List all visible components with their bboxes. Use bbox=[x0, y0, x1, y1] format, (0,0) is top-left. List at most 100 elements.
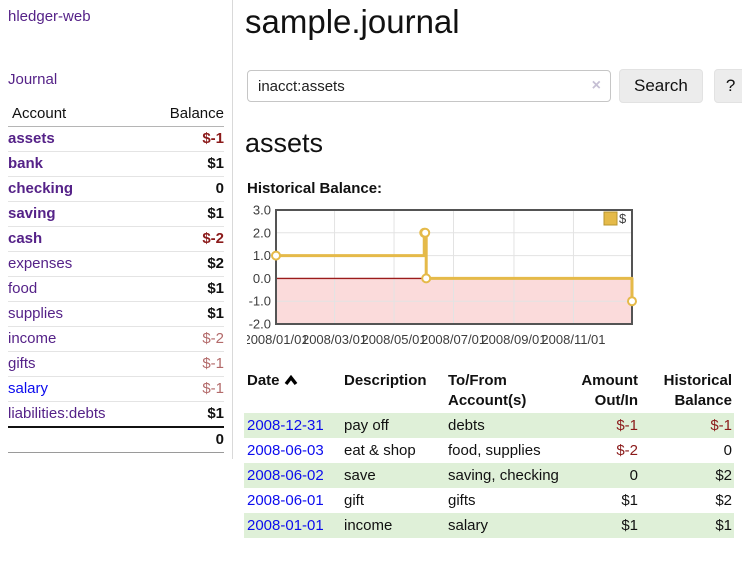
account-row: income $-2 bbox=[8, 326, 224, 352]
account-row: liabilities:debts $1 bbox=[8, 401, 224, 427]
account-row: bank $1 bbox=[8, 151, 224, 177]
balance-column-header: Historical Balance bbox=[663, 372, 732, 409]
svg-text:0.0: 0.0 bbox=[253, 271, 271, 286]
svg-text:$: $ bbox=[619, 211, 627, 226]
date-link[interactable]: 2008-06-03 bbox=[247, 442, 324, 459]
account-balance-table: Account Balance assets $-1 bank $1 check… bbox=[8, 102, 224, 453]
account-row: assets $-1 bbox=[8, 126, 224, 152]
date-link[interactable]: 2008-12-31 bbox=[247, 417, 324, 434]
account-link-income[interactable]: income bbox=[8, 330, 57, 347]
date-link[interactable]: 2008-06-01 bbox=[247, 492, 324, 509]
app-title-link[interactable]: hledger-web bbox=[8, 8, 91, 25]
account-link-salary[interactable]: salary bbox=[8, 380, 49, 397]
svg-text:2008/07/01: 2008/07/01 bbox=[421, 332, 486, 347]
account-balance: $-1 bbox=[143, 126, 224, 152]
search-form: × Search ? bbox=[247, 69, 742, 103]
description-cell: eat & shop bbox=[344, 442, 416, 459]
description-column-header: Description bbox=[344, 372, 427, 389]
accounts-column-header: To/From Account(s) bbox=[448, 372, 527, 409]
balance-cell: $2 bbox=[715, 467, 732, 484]
account-balance: $1 bbox=[143, 401, 224, 427]
account-balance: 0 bbox=[143, 176, 224, 202]
account-balance: $-1 bbox=[143, 376, 224, 402]
svg-text:2008/05/01: 2008/05/01 bbox=[361, 332, 426, 347]
sidebar-item-journal[interactable]: Journal bbox=[8, 71, 58, 88]
account-row: supplies $1 bbox=[8, 301, 224, 327]
account-balance: $1 bbox=[143, 301, 224, 327]
amount-cell: $1 bbox=[621, 517, 638, 534]
register-row: 2008-06-02 save saving, checking 0 $2 bbox=[244, 463, 734, 488]
account-link-saving[interactable]: saving bbox=[8, 205, 56, 222]
account-table-header: Account Balance bbox=[8, 102, 224, 127]
svg-text:2008/09/01: 2008/09/01 bbox=[481, 332, 546, 347]
historical-balance-chart: 3.0 2.0 1.0 0.0 -1.0 -2.02008/01/012008/03/01… bbox=[243, 203, 637, 347]
account-link-cash[interactable]: cash bbox=[8, 230, 43, 247]
account-link-checking[interactable]: checking bbox=[8, 180, 74, 197]
date-column-header[interactable]: Date bbox=[244, 369, 341, 413]
amount-cell: $-1 bbox=[616, 417, 638, 434]
accounts-cell: gifts bbox=[448, 492, 476, 509]
amount-cell: $1 bbox=[621, 492, 638, 509]
account-balance: $-2 bbox=[143, 326, 224, 352]
page-title: sample.journal bbox=[245, 3, 460, 40]
help-button[interactable]: ? bbox=[713, 69, 742, 103]
account-row: salary $-1 bbox=[8, 376, 224, 402]
register-row: 2008-12-31 pay off debts $-1 $-1 bbox=[244, 413, 734, 438]
balance-cell: $1 bbox=[715, 517, 732, 534]
account-link-gifts[interactable]: gifts bbox=[8, 355, 36, 372]
account-heading: assets bbox=[245, 128, 324, 158]
chart-container: 3.0 2.0 1.0 0.0 -1.0 -2.0 2008/01/01 2008/03/01… bbox=[243, 203, 741, 352]
account-row: checking 0 bbox=[8, 176, 224, 202]
balance-column-header: Balance bbox=[143, 102, 224, 127]
svg-text:-1.0: -1.0 bbox=[249, 294, 271, 309]
register-row: 2008-06-03 eat & shop food, supplies $-2… bbox=[244, 438, 734, 463]
sidebar: hledger-web Journal Account Balance asse… bbox=[0, 0, 233, 459]
svg-text:2.0: 2.0 bbox=[253, 225, 271, 240]
svg-text:2008/11/01: 2008/11/01 bbox=[541, 332, 605, 347]
account-link-assets[interactable]: assets bbox=[8, 130, 55, 147]
description-cell: save bbox=[344, 467, 376, 484]
sort-ascending-icon bbox=[284, 374, 297, 386]
accounts-cell: debts bbox=[448, 417, 485, 434]
account-row: saving $1 bbox=[8, 201, 224, 227]
account-row: gifts $-1 bbox=[8, 351, 224, 377]
account-balance: $-2 bbox=[143, 226, 224, 252]
amount-cell: 0 bbox=[629, 467, 638, 484]
search-button[interactable]: Search bbox=[619, 69, 703, 103]
amount-cell: $-2 bbox=[616, 442, 638, 459]
account-link-liabilities-debts[interactable]: liabilities:debts bbox=[8, 405, 106, 422]
register-row: 2008-06-01 gift gifts $1 $2 bbox=[244, 488, 734, 513]
amount-column-header: Amount Out/In bbox=[581, 372, 638, 409]
description-cell: gift bbox=[344, 492, 365, 509]
balance-cell: $2 bbox=[715, 492, 732, 509]
svg-text:3.0: 3.0 bbox=[253, 204, 271, 218]
account-row: expenses $2 bbox=[8, 251, 224, 277]
accounts-cell: food, supplies bbox=[448, 442, 541, 459]
account-row: food $1 bbox=[8, 276, 224, 302]
account-link-food[interactable]: food bbox=[8, 280, 38, 297]
svg-text:1.0: 1.0 bbox=[253, 248, 271, 263]
main-content: sample.journal × Search ? assets Histori… bbox=[233, 0, 742, 538]
account-link-expenses[interactable]: expenses bbox=[8, 255, 73, 272]
svg-text:2008/01/01: 2008/01/01 bbox=[247, 332, 309, 347]
search-input[interactable] bbox=[247, 70, 611, 102]
balance-cell: $-1 bbox=[710, 417, 732, 434]
date-link[interactable]: 2008-06-02 bbox=[247, 467, 324, 484]
clear-search-icon[interactable]: × bbox=[591, 77, 601, 94]
account-column-header: Account bbox=[8, 102, 144, 127]
total-row: 0 bbox=[8, 426, 224, 453]
account-balance: $1 bbox=[143, 276, 224, 302]
account-link-bank[interactable]: bank bbox=[8, 155, 44, 172]
account-balance: $1 bbox=[143, 151, 224, 177]
svg-text:2008/03/01: 2008/03/01 bbox=[302, 332, 367, 347]
account-link-supplies[interactable]: supplies bbox=[8, 305, 64, 322]
account-balance: $2 bbox=[143, 251, 224, 277]
description-cell: pay off bbox=[344, 417, 389, 434]
accounts-cell: saving, checking bbox=[448, 467, 559, 484]
register-table: Date Description To/From Account(s) Amou… bbox=[244, 369, 734, 538]
account-row: cash $-2 bbox=[8, 226, 224, 252]
total-balance: 0 bbox=[143, 426, 224, 453]
account-balance: $-1 bbox=[143, 351, 224, 377]
date-link[interactable]: 2008-01-01 bbox=[247, 517, 324, 534]
accounts-cell: salary bbox=[448, 517, 489, 534]
